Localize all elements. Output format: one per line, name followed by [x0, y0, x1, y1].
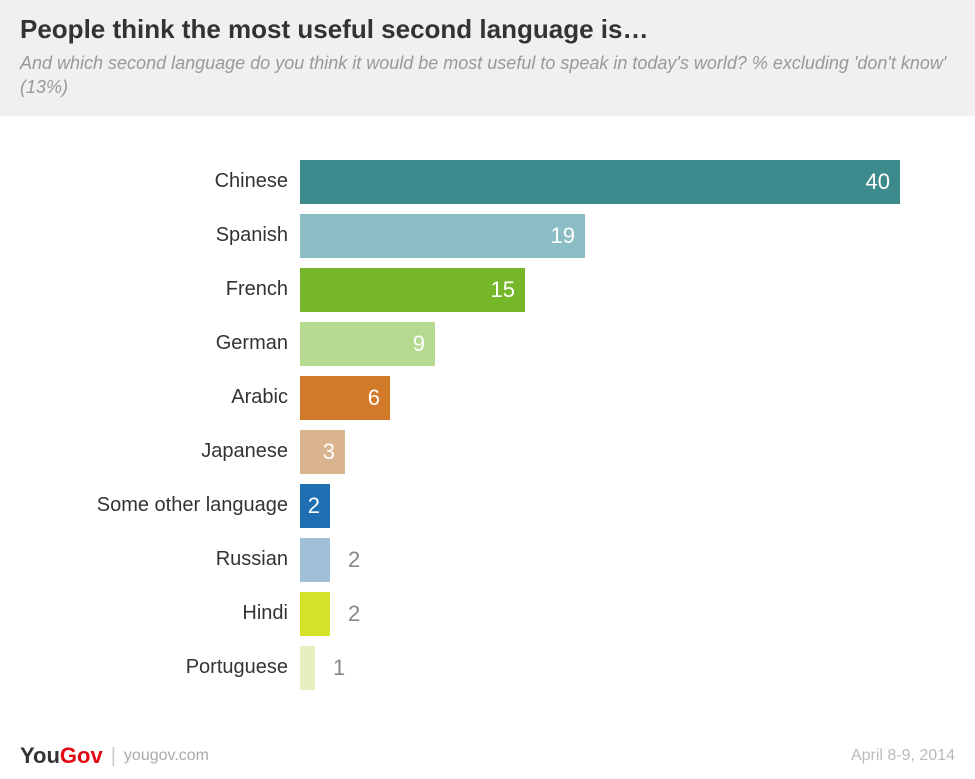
bar: 3: [300, 430, 345, 474]
bar-wrap: 3: [300, 430, 915, 474]
bar-label: German: [60, 332, 300, 355]
brand-divider: |: [111, 745, 116, 768]
bar-row: Chinese 40: [60, 156, 915, 208]
bar-wrap: 19: [300, 214, 915, 258]
bar: 9: [300, 322, 435, 366]
bar-row: Some other language 2: [60, 480, 915, 532]
bar-value: 19: [551, 223, 575, 249]
bar-label: Portuguese: [60, 656, 300, 679]
bar-label: Some other language: [60, 494, 300, 517]
bar-value: 2: [348, 547, 360, 573]
bar: 2: [300, 484, 330, 528]
bar-value: 40: [866, 169, 890, 195]
bar-label: Chinese: [60, 170, 300, 193]
bar-value: 6: [368, 385, 380, 411]
site-label: yougov.com: [124, 747, 209, 765]
bar-row: Arabic 6: [60, 372, 915, 424]
bar-label: Russian: [60, 548, 300, 571]
bar-wrap: 2: [300, 538, 915, 582]
chart-header: People think the most useful second lang…: [0, 0, 975, 116]
chart-subtitle: And which second language do you think i…: [20, 51, 955, 100]
bar-wrap: 2: [300, 484, 915, 528]
bar: 6: [300, 376, 390, 420]
bar: [300, 646, 315, 690]
bar-label: French: [60, 278, 300, 301]
bar: 15: [300, 268, 525, 312]
bar-row: Russian 2: [60, 534, 915, 586]
bar: [300, 538, 330, 582]
bar-wrap: 2: [300, 592, 915, 636]
bar: 40: [300, 160, 900, 204]
bar-wrap: 6: [300, 376, 915, 420]
logo-gov: Gov: [60, 743, 103, 769]
date-label: April 8-9, 2014: [851, 747, 955, 765]
bar-value: 9: [413, 331, 425, 357]
chart-body: Chinese 40 Spanish 19 French 15 German 9 Arabic 6…: [0, 116, 975, 716]
bar-row: Spanish 19: [60, 210, 915, 262]
bar-wrap: 9: [300, 322, 915, 366]
bar-wrap: 15: [300, 268, 915, 312]
chart-title: People think the most useful second lang…: [20, 14, 955, 45]
chart-footer: YouGov | yougov.com April 8-9, 2014: [0, 743, 975, 769]
bar-label: Hindi: [60, 602, 300, 625]
bar-value: 3: [323, 439, 335, 465]
bar-label: Spanish: [60, 224, 300, 247]
bar-value: 2: [308, 493, 320, 519]
bar: [300, 592, 330, 636]
bar-row: Hindi 2: [60, 588, 915, 640]
bar-value: 15: [491, 277, 515, 303]
brand-block: YouGov | yougov.com: [20, 743, 209, 769]
bar-row: Japanese 3: [60, 426, 915, 478]
bar: 19: [300, 214, 585, 258]
bar-row: German 9: [60, 318, 915, 370]
bar-label: Arabic: [60, 386, 300, 409]
bar-row: Portuguese 1: [60, 642, 915, 694]
logo-you: You: [20, 743, 60, 769]
bar-value: 1: [333, 655, 345, 681]
bar-wrap: 40: [300, 160, 915, 204]
bar-row: French 15: [60, 264, 915, 316]
bar-value: 2: [348, 601, 360, 627]
bar-label: Japanese: [60, 440, 300, 463]
bar-wrap: 1: [300, 646, 915, 690]
